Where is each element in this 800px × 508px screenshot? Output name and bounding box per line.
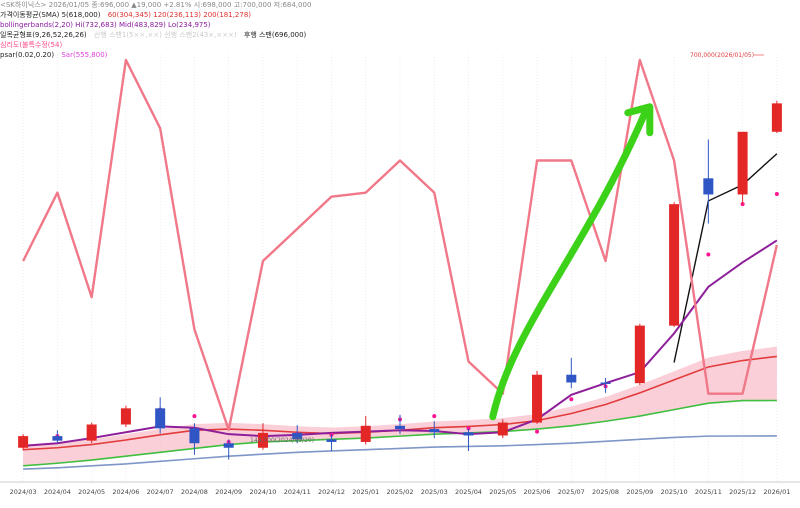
x-tick-label: 2025/03 (421, 488, 448, 496)
x-tick-label: 2025/08 (592, 488, 619, 496)
candle-body (155, 408, 166, 429)
x-tick-label: 2024/09 (215, 488, 242, 496)
x-tick-label: 2024/06 (112, 488, 139, 496)
candle-body (703, 178, 714, 195)
x-tick-label: 2025/12 (729, 488, 756, 496)
x-tick-label: 2025/06 (524, 488, 551, 496)
psar-dot (774, 191, 779, 196)
legend-psar-value: Sar(555,800) (61, 51, 108, 59)
green-trend-arrow (489, 107, 650, 421)
candle-body (429, 429, 440, 433)
legend-row-ichimoku: 일목균형표(9,26,52,26,26) 선행 스팬1(5××,××) 선행 스… (0, 30, 311, 40)
x-tick-label: 2024/07 (147, 488, 174, 496)
candle-body (600, 382, 611, 384)
legend-bollinger-text: bollingerbands(2,20) Hi(732,683) Mid(483… (0, 21, 211, 29)
candle-body (223, 443, 234, 448)
candle-body (326, 439, 337, 442)
x-tick-label: 2025/05 (489, 488, 516, 496)
psychology-line-path (22, 58, 779, 432)
x-tick-label: 2025/04 (455, 488, 482, 496)
high-annotation: 700,000(2026/01/05) (690, 52, 754, 59)
candle-body (532, 374, 543, 423)
candle-body (634, 325, 645, 384)
psar-dot (192, 414, 197, 419)
x-tick-label: 2025/07 (558, 488, 585, 496)
psar-dot (466, 426, 471, 431)
candle-body (566, 374, 577, 383)
candle-body (18, 436, 29, 448)
psar-dot (569, 397, 574, 402)
candle-body (463, 432, 474, 436)
candle-body (292, 432, 303, 440)
x-tick-label: 2025/10 (661, 488, 688, 496)
x-tick-label: 2025/02 (386, 488, 413, 496)
psar-dot (706, 252, 711, 257)
legend-row-bollinger: bollingerbands(2,20) Hi(732,683) Mid(483… (0, 20, 216, 30)
legend-sma-label: 가격이동평균(SMA) 5(618,000) (0, 11, 101, 19)
legend-row-psychology: 심리도(불특수정(54) (0, 40, 67, 50)
annotations: 700,000(2026/01/05) 144,700(2024/09/20) (250, 52, 764, 444)
legend-price-text: <SK하이닉스> 2026/01/05 종:696,000 ▲19,000 +2… (0, 1, 312, 9)
series-line-sma-200 (23, 435, 777, 470)
candle-body (120, 408, 131, 425)
candle-body (86, 424, 97, 441)
psar-dot (432, 414, 437, 419)
green-arrow-head (624, 103, 654, 137)
legend-row-psar: psar(0.02,0.20) Sar(555,800) (0, 50, 112, 60)
x-tick-label: 2024/03 (10, 488, 37, 496)
legend-row-price: <SK하이닉스> 2026/01/05 종:696,000 ▲19,000 +2… (0, 0, 316, 10)
grid-layer (0, 54, 800, 483)
psychology-line (22, 58, 779, 432)
x-tick-label: 2024/05 (78, 488, 105, 496)
candle-body (360, 425, 371, 442)
candle-body (395, 425, 405, 430)
x-axis: 2024/03 2024/04 2024/05 2024/06 2024/07 2024/… (10, 488, 791, 496)
x-tick-label: 2026/01 (763, 488, 790, 496)
candle-body (669, 204, 680, 326)
legend-ichimoku-label: 일목균형표(9,26,52,26,26) (0, 31, 87, 39)
legend-psar-label: psar(0.02,0.20) (0, 51, 55, 59)
x-tick-label: 2024/12 (318, 488, 345, 496)
candle-body (771, 103, 782, 132)
legend-sma-values: 60(304,345) 120(236,113) 200(181,278) (107, 11, 252, 19)
series-line-sma-120 (23, 399, 777, 467)
ichimoku-cloud (23, 346, 777, 466)
candles (18, 100, 782, 460)
low-annotation: 144,700(2024/09/20) (250, 437, 314, 444)
x-tick-label: 2024/08 (181, 488, 208, 496)
psar-dot (535, 429, 540, 434)
x-tick-label: 2024/10 (249, 488, 276, 496)
x-tick-label: 2025/11 (695, 488, 722, 496)
candle-body (52, 436, 63, 441)
x-tick-label: 2025/01 (352, 488, 379, 496)
legend-ichimoku-faint: 선행 스팬1(5××,××) 선행 스팬2(43×,×××) (93, 31, 237, 39)
x-tick-label: 2024/04 (44, 488, 71, 496)
candle-body (497, 422, 508, 436)
chart-legend: <SK하이닉스> 2026/01/05 종:696,000 ▲19,000 +2… (0, 0, 800, 70)
x-tick-label: 2024/11 (284, 488, 311, 496)
candle-body (737, 131, 748, 195)
ichimoku-cloud-area (23, 346, 777, 466)
x-tick-label: 2025/09 (626, 488, 653, 496)
candle-body (189, 428, 200, 444)
legend-row-sma: 가격이동평균(SMA) 5(618,000) 60(304,345) 120(2… (0, 10, 256, 20)
legend-ichimoku-tail: 후행 스팬(696,000) (243, 31, 307, 39)
candle-body (257, 432, 268, 448)
legend-psychology-text: 심리도(불특수정(54) (0, 41, 63, 49)
